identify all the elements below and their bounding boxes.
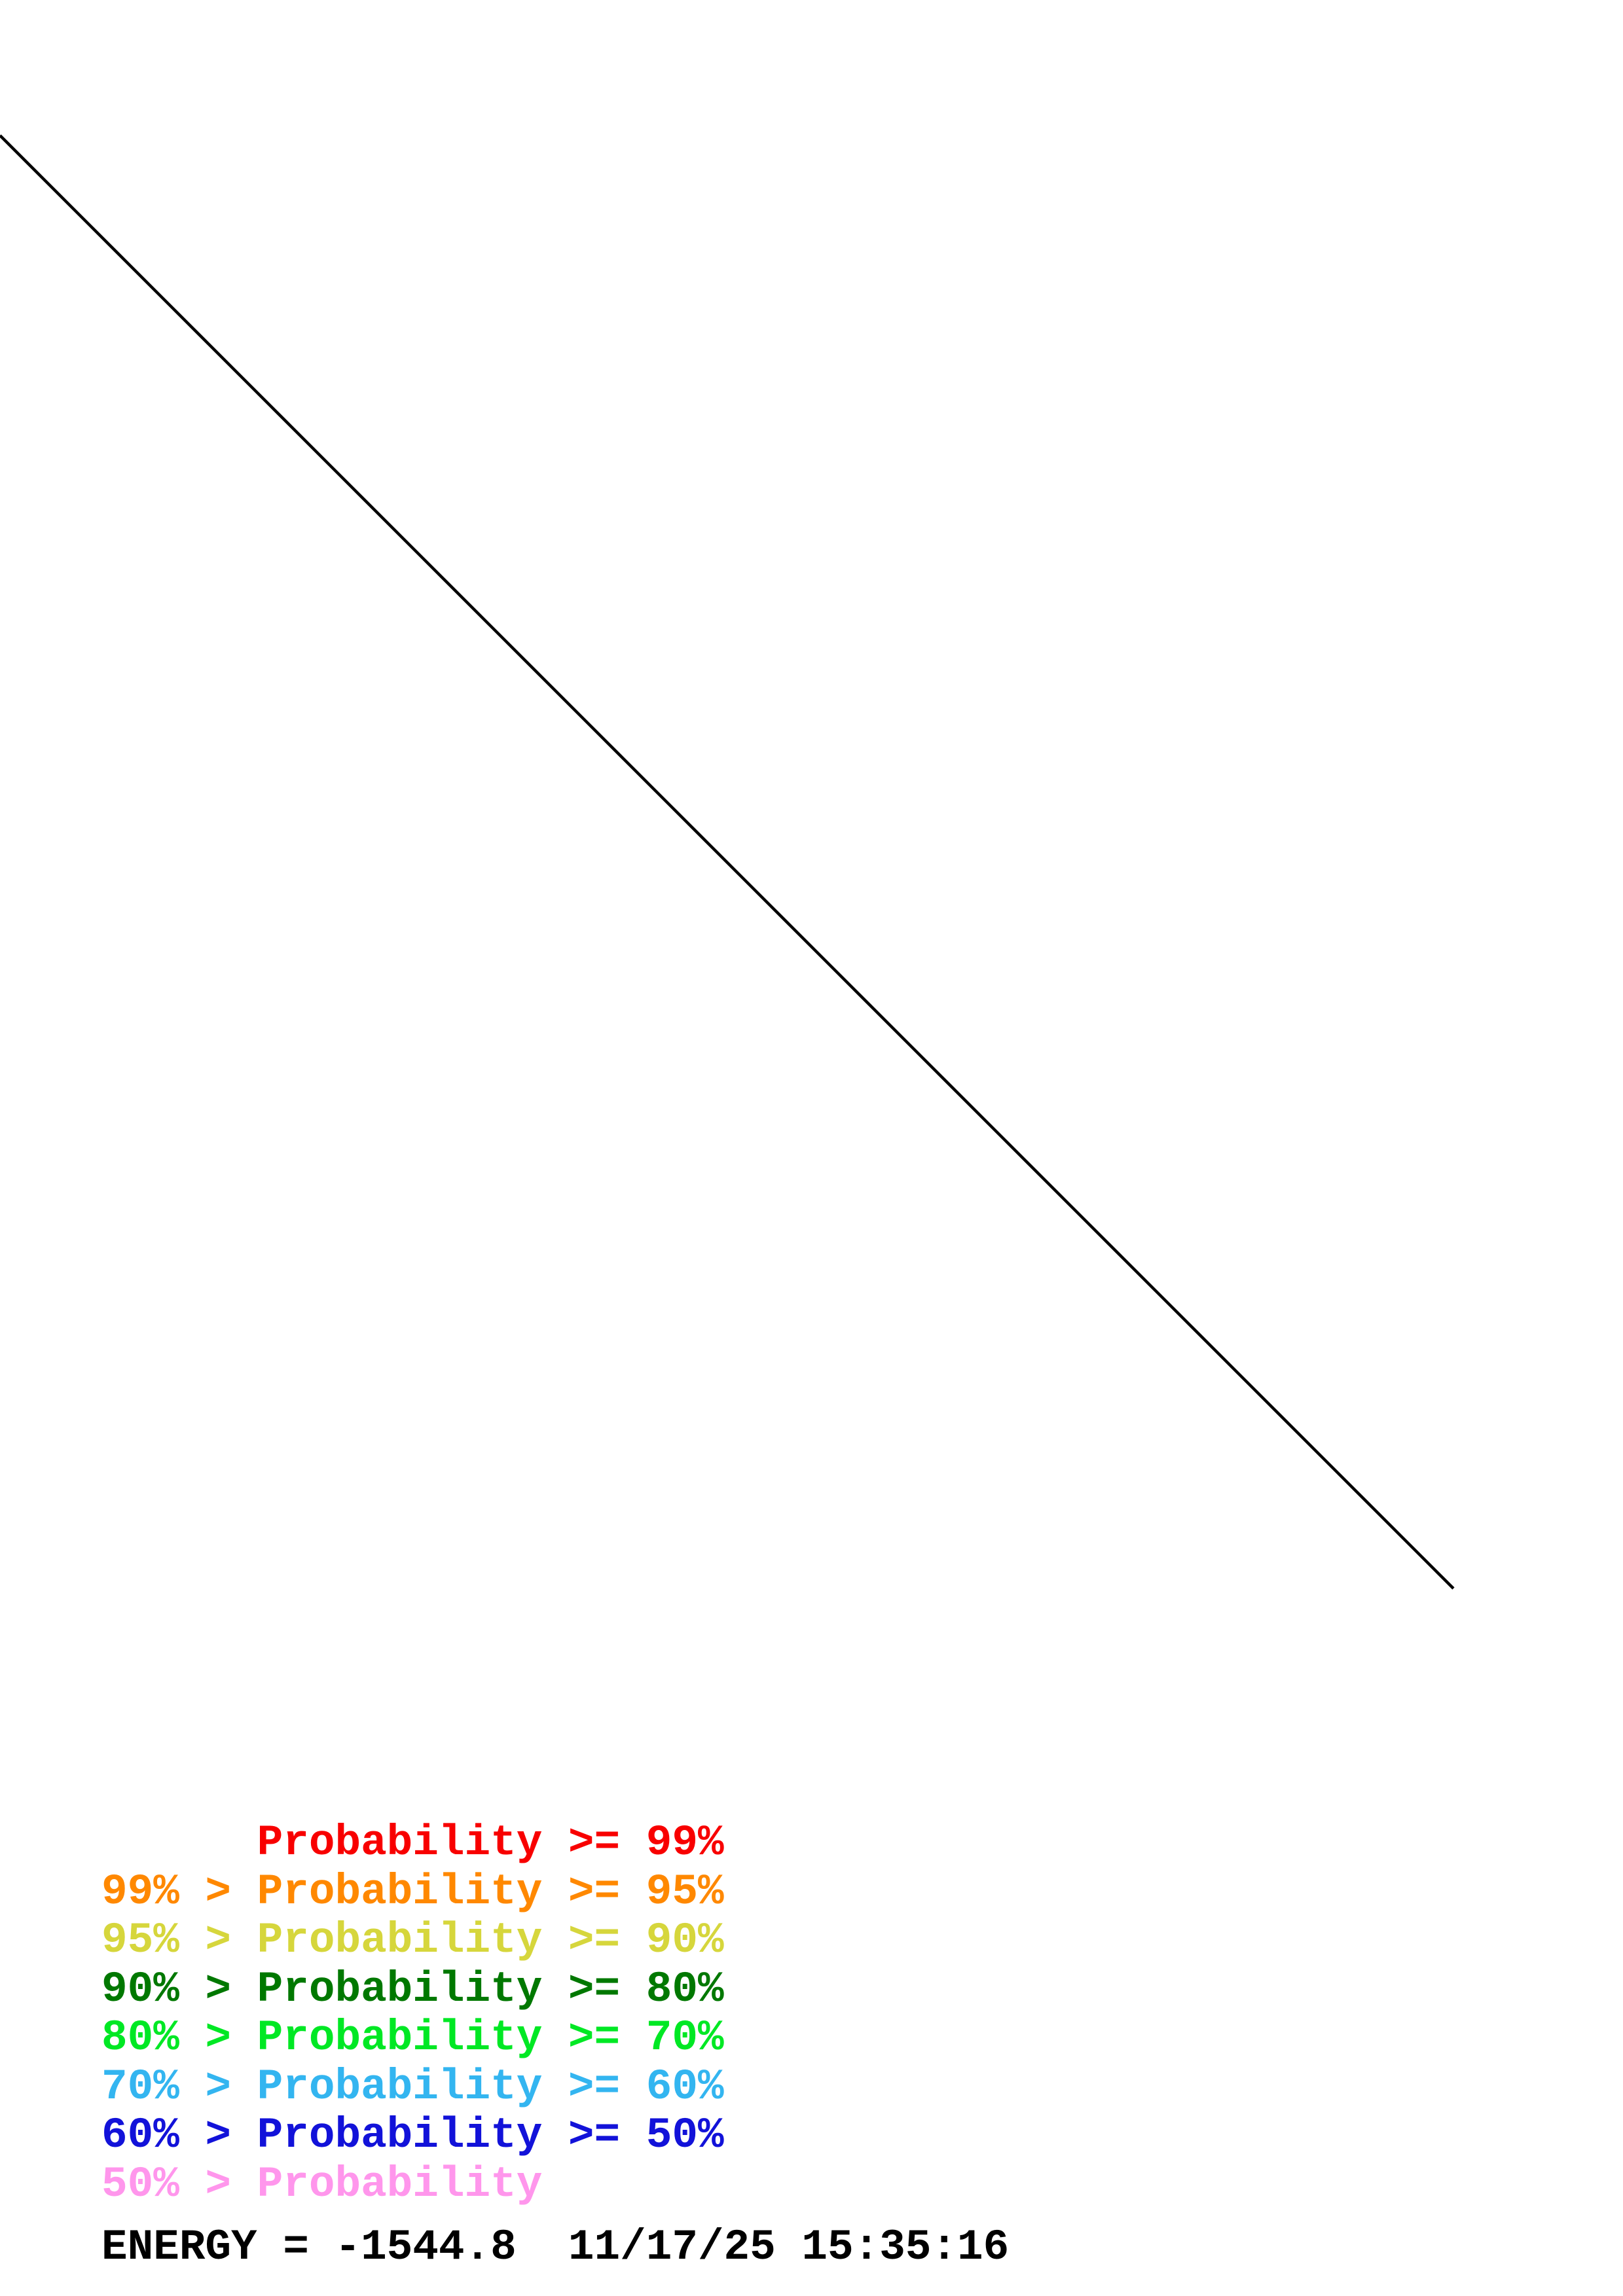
legend-entry: 60% > Probability >= 50% [101,2111,724,2160]
probability-legend: Probability >= 99% 99% > Probability >= 9… [101,1818,724,2209]
legend-entry: 50% > Probability [101,2159,543,2209]
energy-timestamp-label: ENERGY = -1544.8 11/17/25 15:35:16 [101,2223,1010,2272]
legend-entry: 70% > Probability >= 60% [101,2062,724,2111]
legend-entry: 95% > Probability >= 90% [101,1916,724,1965]
diagonal-line [0,134,1455,1590]
legend-entry: 90% > Probability >= 80% [101,1964,724,2014]
legend-entry: 80% > Probability >= 70% [101,2013,724,2062]
legend-entry: 99% > Probability >= 95% [101,1867,724,1916]
legend-entry: Probability >= 99% [101,1818,724,1867]
